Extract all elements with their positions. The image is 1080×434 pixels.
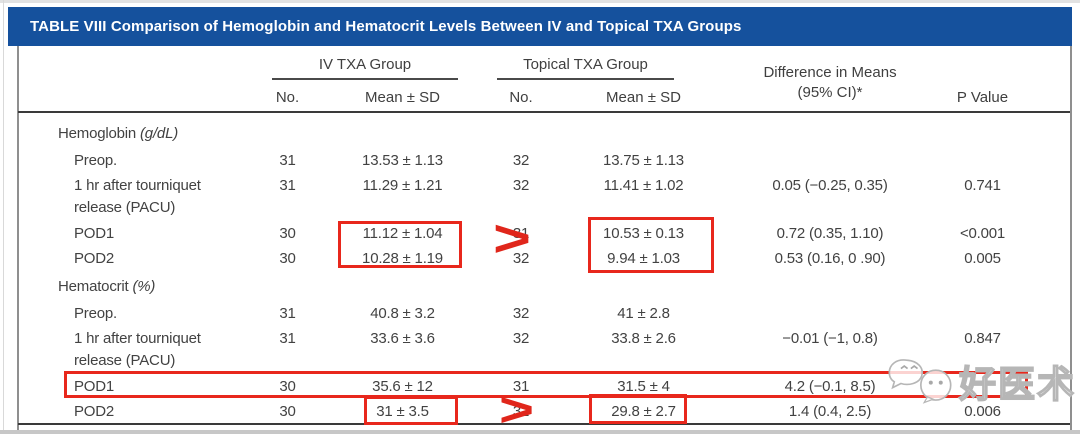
cell-iv-mean: 31 ± 3.5 bbox=[376, 403, 429, 420]
header-iv-mean-sd: Mean ± SD bbox=[365, 89, 440, 106]
cell-topical-mean: 11.41 ± 1.02 bbox=[603, 177, 684, 194]
cell-diff: 4.2 (−0.1, 8.5) bbox=[784, 378, 876, 395]
annotation-box-hct-pod2-topical-mean bbox=[589, 394, 687, 424]
cell-p: 0.847 bbox=[964, 330, 1001, 347]
section-label: Hematocrit (%) bbox=[58, 277, 156, 295]
header-difference-line2: (95% CI)* bbox=[797, 84, 863, 101]
row-label: POD1 bbox=[74, 378, 115, 395]
table-row-hgb-1hr: 1 hr after tourniquet release (PACU) 31 … bbox=[0, 173, 1080, 221]
table-row-hct-preop: Preop. 31 40.8 ± 3.2 32 41 ± 2.8 bbox=[0, 301, 1080, 326]
header-iv-group: IV TXA Group bbox=[318, 56, 412, 73]
annotation-box-hct-pod1-row bbox=[64, 371, 1028, 398]
table-bottom-line bbox=[18, 423, 1070, 425]
left-rule bbox=[17, 46, 19, 434]
cell-p: 0.005 bbox=[964, 250, 1001, 267]
cell-iv-no: 31 bbox=[279, 152, 296, 169]
top-edge-line bbox=[0, 0, 1080, 3]
cell-topical-mean: 31.5 ± 4 bbox=[617, 378, 670, 395]
section-unit: (g/dL) bbox=[140, 124, 179, 142]
header-p-value: P Value bbox=[956, 89, 1009, 106]
table-title-bar: TABLE VIII Comparison of Hemoglobin and … bbox=[8, 7, 1072, 46]
header-iv-no: No. bbox=[275, 89, 300, 106]
cell-iv-mean: 10.28 ± 1.19 bbox=[362, 250, 443, 267]
header-difference-line1: Difference in Means bbox=[763, 64, 897, 81]
cell-topical-no: 32 bbox=[512, 177, 530, 194]
row-label: 1 hr after tourniquet release (PACU) bbox=[74, 177, 201, 216]
row-label: Preop. bbox=[74, 152, 117, 169]
cell-diff: −0.01 (−1, 0.8) bbox=[782, 330, 878, 347]
cell-diff: 0.53 (0.16, 0 .90) bbox=[774, 250, 886, 267]
right-rule bbox=[1070, 46, 1072, 434]
cell-diff: 1.4 (0.4, 2.5) bbox=[788, 403, 872, 420]
header-topical-no: No. bbox=[509, 89, 533, 106]
annotation-greater-than-hgb: > bbox=[493, 210, 531, 268]
cell-p: 0.006 bbox=[964, 403, 1001, 420]
chat-bubbles-icon bbox=[888, 359, 952, 404]
cell-iv-no: 30 bbox=[279, 378, 296, 395]
cell-topical-no: 32 bbox=[512, 250, 530, 267]
cell-iv-mean: 13.53 ± 1.13 bbox=[362, 152, 443, 169]
cell-topical-mean: 10.53 ± 0.13 bbox=[603, 225, 684, 242]
header-separator-line bbox=[18, 111, 1070, 113]
cell-topical-mean: 13.75 ± 1.13 bbox=[603, 152, 684, 169]
row-label: Preop. bbox=[74, 305, 117, 322]
header-topical-mean-sd: Mean ± SD bbox=[606, 89, 681, 106]
annotation-box-hgb-topical-means bbox=[588, 217, 714, 273]
row-label: POD1 bbox=[74, 225, 115, 242]
table-row-hct-pod2: POD2 30 31 ± 3.5 32 29.8 ± 2.7 1.4 (0.4,… bbox=[0, 399, 1080, 424]
cell-topical-no: 31 bbox=[512, 225, 530, 242]
cell-p: <0.001 bbox=[959, 225, 1006, 242]
cell-diff: 0.05 (−0.25, 0.35) bbox=[772, 177, 888, 194]
table-row-hct-1hr: 1 hr after tourniquet release (PACU) 31 … bbox=[0, 326, 1080, 374]
watermark-text: 好医术 bbox=[958, 363, 1076, 406]
cell-topical-no: 32 bbox=[512, 152, 530, 169]
cell-iv-mean: 35.6 ± 12 bbox=[372, 378, 433, 395]
section-row-hematocrit: Hematocrit (%) bbox=[0, 271, 1080, 301]
bottom-edge-line bbox=[0, 430, 1080, 434]
iv-group-underline bbox=[272, 78, 458, 80]
cell-topical-no: 32 bbox=[512, 403, 530, 420]
row-label: 1 hr after tourniquet release (PACU) bbox=[74, 330, 201, 369]
cell-iv-no: 31 bbox=[279, 177, 296, 194]
cell-iv-no: 30 bbox=[279, 225, 296, 242]
cell-p: 0.741 bbox=[964, 177, 1001, 194]
cell-topical-no: 32 bbox=[512, 330, 530, 347]
cell-topical-mean: 41 ± 2.8 bbox=[617, 305, 670, 322]
cell-topical-no: 31 bbox=[512, 378, 530, 395]
left-edge-line bbox=[3, 0, 4, 434]
annotation-greater-than-hct: > bbox=[499, 384, 535, 434]
cell-topical-mean: 29.8 ± 2.7 bbox=[611, 403, 676, 420]
cell-topical-mean: 33.8 ± 2.6 bbox=[611, 330, 676, 347]
cell-topical-no: 32 bbox=[512, 305, 530, 322]
cell-iv-mean: 33.6 ± 3.6 bbox=[370, 330, 435, 347]
table-row-hgb-preop: Preop. 31 13.53 ± 1.13 32 13.75 ± 1.13 bbox=[0, 148, 1080, 173]
cell-iv-no: 30 bbox=[279, 403, 296, 420]
annotation-box-hct-pod2-iv-mean bbox=[364, 396, 458, 425]
section-label: Hemoglobin (g/dL) bbox=[58, 124, 179, 142]
cell-iv-mean: 11.29 ± 1.21 bbox=[362, 177, 443, 194]
cell-diff: 0.72 (0.35, 1.10) bbox=[776, 225, 884, 242]
section-unit: (%) bbox=[132, 277, 156, 295]
cell-iv-no: 31 bbox=[279, 305, 296, 322]
table-row-hgb-pod2: POD2 30 10.28 ± 1.19 32 9.94 ± 1.03 0.53… bbox=[0, 246, 1080, 271]
table-title: TABLE VIII Comparison of Hemoglobin and … bbox=[30, 18, 742, 35]
cell-iv-no: 31 bbox=[279, 330, 296, 347]
cell-topical-mean: 9.94 ± 1.03 bbox=[607, 250, 680, 267]
table-row-hgb-pod1: POD1 30 11.12 ± 1.04 31 10.53 ± 0.13 0.7… bbox=[0, 221, 1080, 246]
row-label: POD2 bbox=[74, 250, 115, 267]
section-row-hemoglobin: Hemoglobin (g/dL) bbox=[0, 118, 1080, 148]
header-topical-group: Topical TXA Group bbox=[523, 56, 648, 73]
topical-group-underline bbox=[497, 78, 674, 80]
cell-iv-mean: 11.12 ± 1.04 bbox=[362, 225, 443, 242]
row-label: POD2 bbox=[74, 403, 115, 420]
watermark: 好医术 bbox=[886, 352, 1076, 410]
cell-iv-mean: 40.8 ± 3.2 bbox=[370, 305, 435, 322]
table-row-hct-pod1: POD1 30 35.6 ± 12 31 31.5 ± 4 4.2 (−0.1,… bbox=[0, 374, 1080, 399]
annotation-box-hgb-iv-means bbox=[338, 221, 462, 268]
cell-iv-no: 30 bbox=[279, 250, 296, 267]
table-body: Hemoglobin (g/dL) Preop. 31 13.53 ± 1.13… bbox=[0, 118, 1080, 424]
